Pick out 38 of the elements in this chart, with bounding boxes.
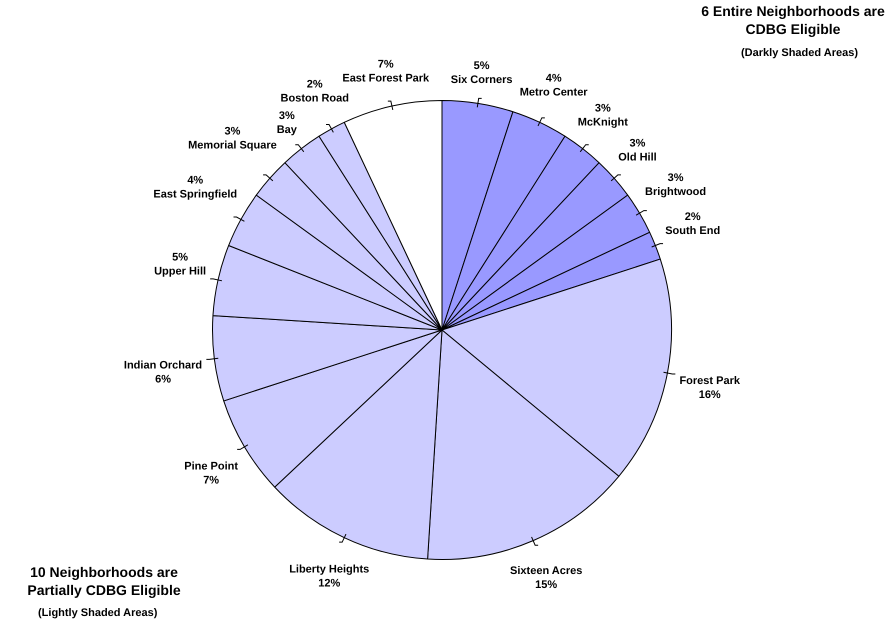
data-label: 4% [187,174,204,186]
data-label: 5% [172,251,188,264]
text: (Darkly Shaded Areas) [741,47,858,59]
data-label: 16% [698,389,721,402]
data-label: 15% [535,578,558,591]
text: (Lightly Shaded Areas) [38,607,158,619]
slice-label: Upper Hill [154,265,206,278]
slice-label: South End [665,224,720,237]
data-label: 4% [546,72,562,85]
slice-label: East Forest Park [342,72,430,84]
slice-label: Memorial Square [188,139,277,152]
data-label: 6% [155,373,172,386]
slice-label: Six Corners [450,74,512,86]
slice-label: Bay [276,124,298,136]
slice-label: McKnight [578,116,628,129]
data-label: 5% [474,60,490,72]
data-label: 3% [278,110,295,122]
slice-label: Forest Park [679,375,741,388]
slice-label: Old Hill [618,152,657,164]
text: 6 Entire Neighborhoods are CDBG Eligible [700,2,886,38]
slice-label: Metro Center [520,86,588,99]
slice-label: East Springfield [153,188,238,200]
slice-label: Pine Point [184,460,238,473]
data-label: 2% [684,210,701,223]
data-label: 12% [318,578,340,590]
slice-label: Indian Orchard [124,359,202,372]
data-label: 3% [594,102,611,115]
data-label: 7% [378,58,394,70]
data-label: 2% [306,78,323,91]
slice-label: Sixteen Acres [510,564,582,577]
data-label: 3% [224,125,241,138]
slice-label: Liberty Heights [289,564,370,576]
slice-label: Brightwood [645,186,706,198]
data-label: 3% [668,172,684,184]
data-label: 7% [203,474,220,487]
text: 10 Neighborhoods are Partially CDBG Eligible [26,563,182,599]
slice-label: Boston Road [280,92,349,105]
data-label: 3% [630,138,646,150]
